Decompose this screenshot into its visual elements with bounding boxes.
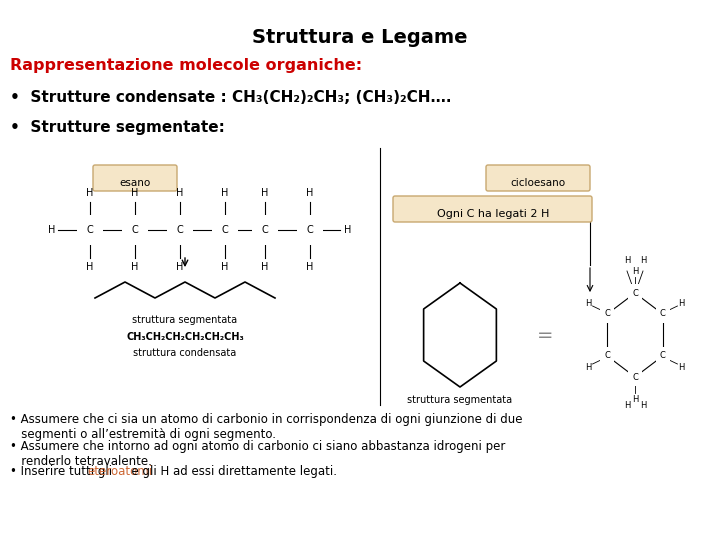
Text: H: H [678, 299, 685, 307]
FancyBboxPatch shape [486, 165, 590, 191]
Text: cicloesano: cicloesano [510, 178, 566, 188]
Text: C: C [660, 352, 666, 361]
Text: C: C [307, 225, 313, 235]
Text: C: C [632, 373, 638, 381]
Text: H: H [632, 395, 638, 403]
Text: H: H [624, 256, 630, 265]
FancyBboxPatch shape [93, 165, 177, 191]
Text: C: C [660, 309, 666, 319]
Text: Rappresentazione molecole organiche:: Rappresentazione molecole organiche: [10, 58, 362, 73]
Text: H: H [585, 299, 591, 307]
Text: H: H [640, 401, 646, 410]
Text: H: H [131, 262, 139, 272]
Text: H: H [261, 188, 269, 198]
Text: Ogni C ha legati 2 H: Ogni C ha legati 2 H [437, 209, 549, 219]
Text: C: C [176, 225, 184, 235]
Text: •  Strutture condensate : CH₃(CH₂)₂CH₃; (CH₃)₂CH….: • Strutture condensate : CH₃(CH₂)₂CH₃; (… [10, 90, 451, 105]
Text: H: H [640, 256, 646, 265]
Text: • Inserire tutti gli: • Inserire tutti gli [10, 465, 116, 478]
Text: C: C [86, 225, 94, 235]
Text: e gli H ad essi direttamente legati.: e gli H ad essi direttamente legati. [124, 465, 337, 478]
Text: eteroatomi: eteroatomi [87, 465, 152, 478]
Text: C: C [604, 352, 611, 361]
Text: C: C [222, 225, 228, 235]
Text: H: H [624, 401, 630, 410]
Text: • Assumere che intorno ad ogni atomo di carbonio ci siano abbastanza idrogeni pe: • Assumere che intorno ad ogni atomo di … [10, 440, 505, 468]
Text: =: = [536, 326, 553, 345]
FancyBboxPatch shape [393, 196, 592, 222]
Text: H: H [585, 362, 591, 372]
Text: C: C [261, 225, 269, 235]
Text: CH₃CH₂CH₂CH₂CH₂CH₃: CH₃CH₂CH₂CH₂CH₂CH₃ [126, 332, 244, 342]
Text: H: H [261, 262, 269, 272]
Text: H: H [344, 225, 351, 235]
Text: esano: esano [120, 178, 150, 188]
Text: Struttura e Legame: Struttura e Legame [252, 28, 468, 47]
Text: H: H [86, 188, 94, 198]
Text: H: H [306, 262, 314, 272]
Text: C: C [632, 288, 638, 298]
Text: H: H [86, 262, 94, 272]
Text: struttura condensata: struttura condensata [133, 348, 237, 358]
Text: H: H [632, 267, 638, 275]
Text: struttura segmentata: struttura segmentata [132, 315, 238, 325]
Text: H: H [176, 188, 184, 198]
Text: C: C [132, 225, 138, 235]
Text: H: H [221, 188, 229, 198]
Text: H: H [48, 225, 55, 235]
Text: •  Strutture segmentate:: • Strutture segmentate: [10, 120, 225, 135]
Text: H: H [221, 262, 229, 272]
Text: C: C [604, 309, 611, 319]
Text: struttura segmentata: struttura segmentata [408, 395, 513, 405]
Text: H: H [131, 188, 139, 198]
Text: • Assumere che ci sia un atomo di carbonio in corrispondenza di ogni giunzione d: • Assumere che ci sia un atomo di carbon… [10, 413, 523, 441]
Text: H: H [678, 362, 685, 372]
Text: H: H [176, 262, 184, 272]
Text: H: H [306, 188, 314, 198]
